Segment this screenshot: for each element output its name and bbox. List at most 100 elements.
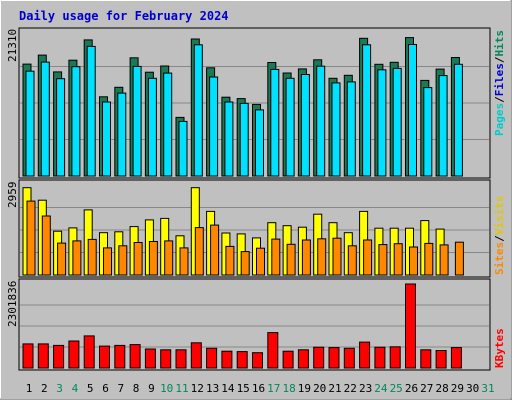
chart-title: Daily usage for February 2024: [19, 9, 229, 23]
x-tick-8: 8: [133, 382, 140, 395]
bar-sites-25: [393, 243, 403, 276]
bar-kbytes-7: [114, 344, 126, 369]
bar-kbytes-2: [37, 343, 49, 369]
bar-sites-23: [363, 239, 373, 276]
bar-kbytes-24: [374, 346, 386, 369]
bar-hits-23: [362, 44, 372, 177]
x-tick-27: 27: [420, 382, 433, 395]
bar-kbytes-21: [328, 347, 340, 369]
bar-hits-8: [132, 65, 142, 177]
bar-hits-17: [270, 68, 280, 177]
bar-kbytes-1: [22, 343, 34, 369]
x-tick-3: 3: [56, 382, 63, 395]
x-tick-28: 28: [435, 382, 448, 395]
bar-hits-16: [255, 109, 264, 177]
bar-sites-8: [133, 242, 143, 276]
legend-sep-2: /: [493, 56, 506, 63]
bar-kbytes-25: [389, 346, 401, 369]
x-tick-12: 12: [191, 382, 204, 395]
x-tick-13: 13: [206, 382, 219, 395]
bar-kbytes-20: [313, 346, 325, 369]
bar-sites-22: [347, 245, 357, 276]
ymax-label-hits: 21310: [6, 29, 19, 62]
bar-sites-20: [317, 238, 327, 276]
x-tick-15: 15: [237, 382, 250, 395]
bar-sites-15: [240, 251, 250, 276]
bar-hits-12: [193, 44, 203, 177]
x-tick-1: 1: [26, 382, 33, 395]
legend-pages: Pages: [493, 103, 506, 136]
bar-kbytes-16: [252, 352, 263, 369]
bar-sites-1: [26, 200, 36, 276]
bar-kbytes-15: [236, 351, 248, 369]
bar-kbytes-5: [83, 335, 95, 369]
bar-sites-11: [179, 247, 189, 276]
x-tick-20: 20: [313, 382, 326, 395]
bar-sites-16: [256, 247, 265, 276]
x-tick-9: 9: [148, 382, 155, 395]
bar-hits-15: [239, 102, 249, 177]
bar-hits-4: [71, 66, 81, 177]
bar-kbytes-18: [282, 350, 294, 369]
x-tick-23: 23: [359, 382, 372, 395]
bar-hits-10: [163, 72, 173, 177]
x-tick-14: 14: [221, 382, 235, 395]
ymax-label-visits: 2959: [6, 182, 19, 209]
legend-files: Files: [493, 63, 506, 96]
bar-sites-6: [103, 247, 112, 276]
bar-sites-13: [210, 224, 220, 276]
bar-sites-12: [194, 227, 204, 276]
bar-hits-14: [224, 101, 234, 177]
bar-kbytes-12: [190, 342, 202, 369]
bar-hits-26: [408, 44, 417, 177]
x-tick-7: 7: [117, 382, 124, 395]
bar-kbytes-14: [221, 350, 233, 369]
legend-visits: Visits: [493, 196, 506, 236]
bar-kbytes-4: [68, 340, 80, 369]
bar-kbytes-23: [359, 341, 371, 369]
bar-hits-19: [300, 74, 310, 177]
bar-hits-6: [102, 101, 111, 177]
x-tick-2: 2: [41, 382, 48, 395]
x-tick-18: 18: [282, 382, 295, 395]
bar-hits-29: [453, 63, 463, 177]
bar-kbytes-8: [129, 344, 141, 369]
x-tick-21: 21: [328, 382, 341, 395]
x-tick-5: 5: [87, 382, 94, 395]
legend-visits-sites: Sites/Visits: [493, 196, 506, 276]
x-tick-22: 22: [344, 382, 357, 395]
x-tick-17: 17: [267, 382, 280, 395]
x-tick-19: 19: [298, 382, 311, 395]
bar-hits-5: [86, 45, 96, 177]
bar-sites-21: [332, 237, 342, 276]
bar-hits-7: [117, 92, 127, 177]
x-tick-10: 10: [160, 382, 173, 395]
x-tick-26: 26: [405, 382, 418, 395]
bar-kbytes-27: [420, 349, 432, 369]
bar-hits-21: [331, 82, 341, 177]
bar-sites-17: [271, 238, 281, 276]
bar-hits-27: [423, 87, 433, 177]
x-tick-11: 11: [175, 382, 188, 395]
bar-kbytes-9: [144, 348, 156, 369]
x-tick-25: 25: [390, 382, 403, 395]
bar-hits-11: [178, 120, 188, 177]
bar-sites-26: [409, 246, 418, 276]
bar-kbytes-10: [160, 349, 172, 369]
x-tick-4: 4: [72, 382, 79, 395]
bar-sites-10: [164, 240, 174, 276]
bar-kbytes-13: [206, 347, 218, 369]
bar-hits-1: [25, 70, 35, 177]
x-tick-16: 16: [252, 382, 265, 395]
bar-sites-29: [454, 241, 464, 276]
bar-sites-9: [148, 241, 158, 276]
legend-hits-files-pages: Pages/Files/Hits: [493, 30, 506, 136]
bar-sites-18: [286, 243, 296, 276]
legend-kbytes: KBytes: [493, 328, 506, 368]
bar-kbytes-3: [53, 344, 65, 369]
bar-hits-22: [346, 81, 356, 177]
legend-hits: Hits: [493, 30, 506, 57]
ymax-label-kbytes: 2301836: [6, 281, 19, 327]
bar-hits-18: [285, 77, 295, 177]
